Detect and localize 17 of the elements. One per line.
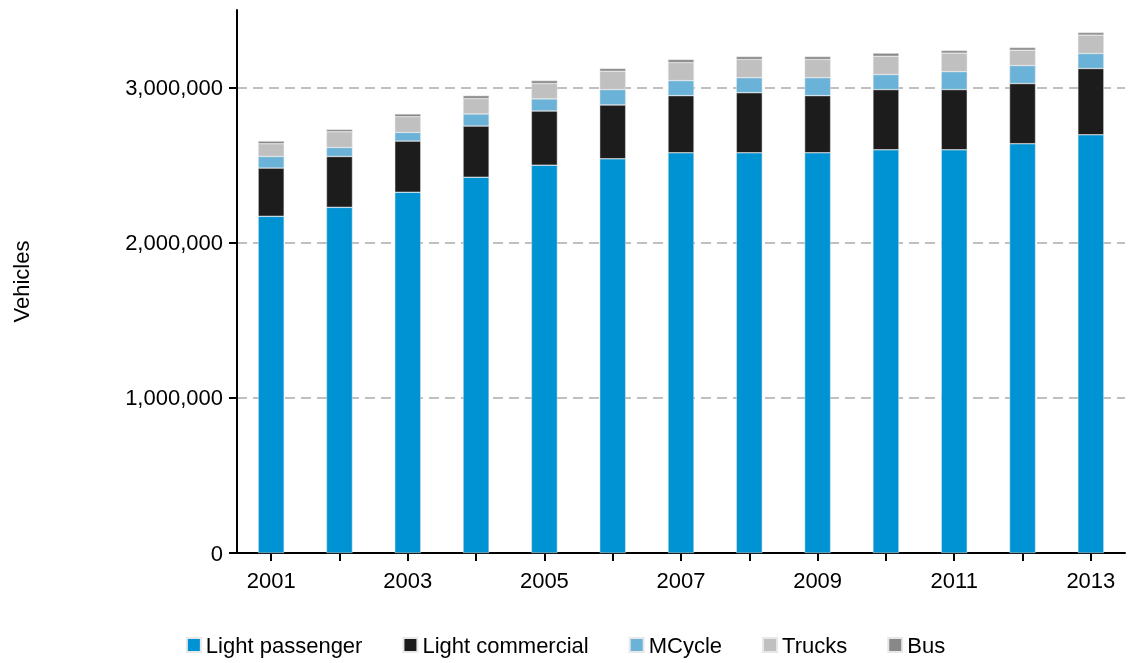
legend-label: Trucks xyxy=(782,632,848,658)
x-tick-label: 2009 xyxy=(793,567,843,593)
y-axis-title: Vehicles xyxy=(8,240,34,323)
y-tick-label: 3,000,000 xyxy=(125,75,223,101)
legend-label: Bus xyxy=(907,632,946,658)
legend-label: Light passenger xyxy=(205,632,363,658)
legend-label: Light commercial xyxy=(422,632,589,658)
y-tick-label: 1,000,000 xyxy=(125,385,223,411)
x-tick-label: 2011 xyxy=(930,567,978,593)
x-tick-label: 2013 xyxy=(1066,567,1116,593)
x-tick-label: 2007 xyxy=(656,567,706,593)
x-tick-label: 2005 xyxy=(519,567,569,593)
x-tick-label: 2003 xyxy=(383,567,433,593)
legend-label: MCycle xyxy=(648,632,723,658)
y-tick-label: 0 xyxy=(210,540,223,566)
y-tick-label: 2,000,000 xyxy=(125,230,223,256)
x-tick-label: 2001 xyxy=(246,567,296,593)
